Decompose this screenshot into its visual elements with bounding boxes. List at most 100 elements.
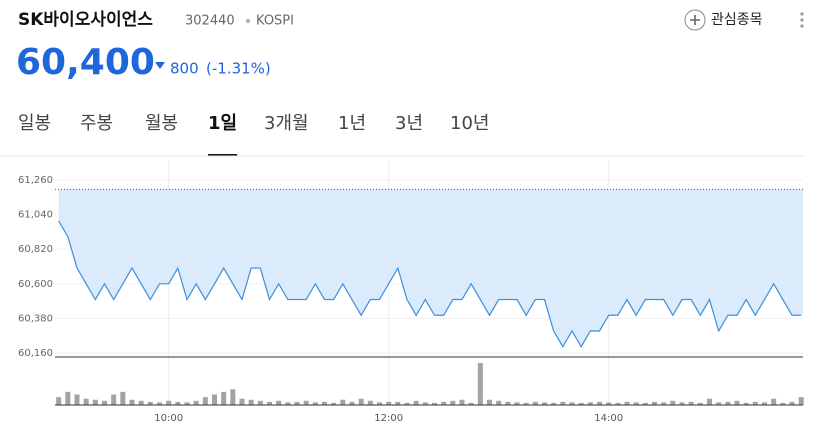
y-tick-label: 60,380 <box>18 313 53 324</box>
volume-bar <box>716 402 722 405</box>
volume-bar <box>734 400 740 405</box>
price-line <box>58 220 802 348</box>
x-tick-label: 12:00 <box>374 413 403 424</box>
y-tick-label: 60,820 <box>18 244 53 255</box>
volume-bar <box>285 402 291 405</box>
stock-code: 302440 <box>185 14 235 29</box>
market: KOSPI <box>256 14 294 29</box>
volume-bar <box>450 400 456 405</box>
volume-bar <box>679 402 685 405</box>
volume-bar <box>56 397 62 405</box>
volume-bar <box>248 399 254 405</box>
volume-bar <box>120 391 126 405</box>
volume-bar <box>358 398 364 405</box>
more-menu[interactable] <box>800 12 804 28</box>
volume-bar <box>294 401 300 405</box>
volume-bar <box>193 400 199 405</box>
tab[interactable]: 3년 <box>395 113 423 134</box>
volume-bar <box>551 402 557 405</box>
volume-bar <box>157 402 162 405</box>
change-percent: (-1.31%) <box>206 60 271 78</box>
volume-bar <box>569 402 575 405</box>
volume-bar <box>322 401 327 405</box>
volume-bar <box>771 398 777 405</box>
plus-icon <box>684 9 706 31</box>
volume-bar <box>752 401 758 405</box>
tabs: 일봉 주봉 월봉 1일 3개월 1년 3년 10년 <box>18 113 489 156</box>
volume-bar <box>377 402 382 405</box>
volume-bar <box>597 401 602 405</box>
volume-bar <box>184 402 190 405</box>
volume-bar <box>459 399 465 405</box>
volume-bar <box>267 401 272 405</box>
volume-bar <box>111 394 117 405</box>
watch-button[interactable]: 관심종목 <box>684 9 763 31</box>
volume-bar <box>633 402 639 405</box>
volume-bar <box>404 402 410 405</box>
volume-bar <box>129 399 135 405</box>
volume-bar <box>789 401 795 405</box>
tab[interactable]: 1일 <box>208 113 237 134</box>
volume-bar <box>312 402 318 405</box>
volume-bar <box>762 402 767 405</box>
volume-bar <box>395 401 401 405</box>
y-tick-label: 60,600 <box>18 279 53 290</box>
volume-bar <box>542 402 547 405</box>
volume-bar <box>505 401 511 405</box>
volume-bar <box>331 402 337 405</box>
volume-bar <box>83 398 89 405</box>
volume-bar <box>65 391 71 405</box>
volume-bar <box>606 402 612 405</box>
volume-bar <box>624 401 630 405</box>
volume-bar <box>514 402 520 405</box>
volume-bar <box>202 397 208 405</box>
volume-bar <box>523 402 529 405</box>
tab[interactable]: 주봉 <box>80 113 113 134</box>
volume-bar <box>92 399 98 405</box>
volume-bar <box>212 394 217 405</box>
volume-bar <box>422 402 428 405</box>
volume-bar <box>239 398 245 405</box>
volume-bar <box>221 391 227 405</box>
volume-bar <box>707 398 712 405</box>
stock-name: SK바이오사이언스 <box>18 10 153 30</box>
tab[interactable]: 월봉 <box>145 113 178 134</box>
volume-bar <box>432 402 437 405</box>
volume-bar <box>340 399 346 405</box>
volume-bar <box>487 399 492 405</box>
change: 800 <box>170 60 199 78</box>
volume-bar <box>386 401 392 405</box>
tab[interactable]: 3개월 <box>264 113 309 134</box>
plus-sign <box>690 15 700 25</box>
volume-bar <box>138 400 144 405</box>
tab[interactable]: 10년 <box>450 113 489 134</box>
volume-bar <box>670 400 676 405</box>
volume-bar <box>367 400 373 405</box>
volume-bar <box>780 402 786 405</box>
volume-bar <box>661 402 667 405</box>
volume-bar <box>477 363 483 405</box>
tab[interactable]: 일봉 <box>18 113 51 134</box>
volume-bar <box>349 401 355 405</box>
volume-bar <box>578 402 584 405</box>
y-tick-label: 61,260 <box>18 175 53 186</box>
volume-bar <box>587 402 593 405</box>
volume-bar <box>532 401 538 405</box>
y-tick-label: 60,160 <box>18 348 53 359</box>
volume-bar <box>725 401 731 405</box>
volume-bar <box>496 400 502 405</box>
volume-bar <box>652 401 657 405</box>
volume-bar <box>743 402 749 405</box>
tab[interactable]: 1년 <box>338 113 366 134</box>
volume-bar <box>74 394 80 405</box>
area-fill <box>58 189 803 347</box>
volume-bar <box>303 400 309 405</box>
volume-bar <box>175 401 181 405</box>
y-tick-label: 61,040 <box>18 210 53 221</box>
watch-label: 관심종목 <box>711 12 763 28</box>
volume-bar <box>147 401 153 405</box>
volume-bar <box>413 400 419 405</box>
volume-bar <box>798 397 804 405</box>
volume-bar <box>276 400 282 405</box>
